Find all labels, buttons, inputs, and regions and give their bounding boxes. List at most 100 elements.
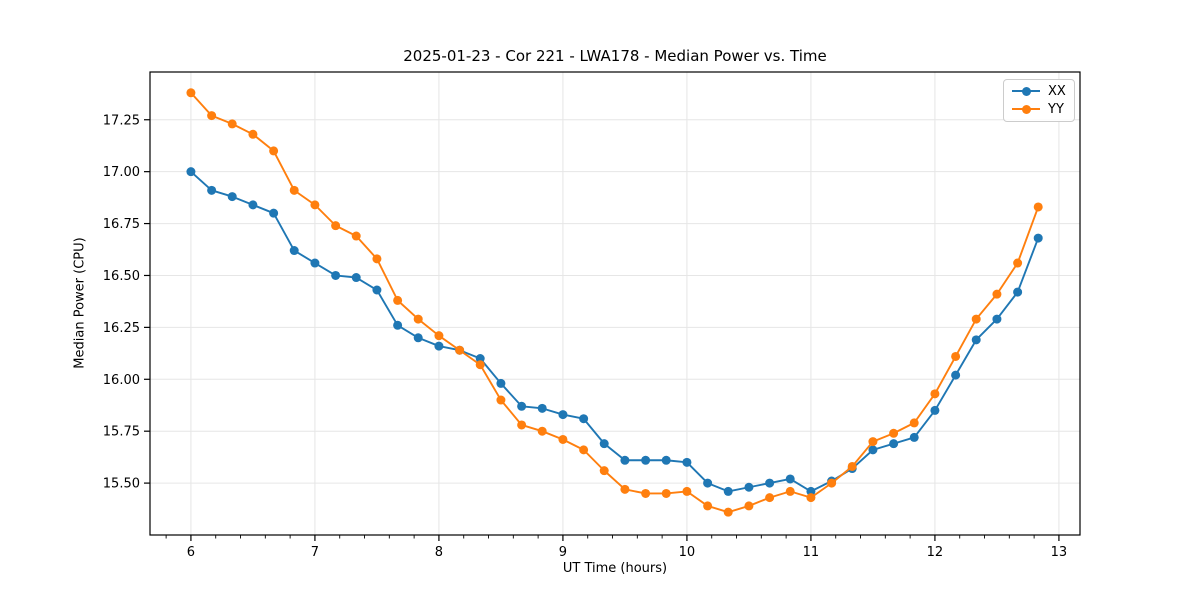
x-tick-label: 13 [1051,545,1068,560]
data-point-xx [269,208,279,218]
data-point-xx [475,354,485,364]
legend-entry-xx: XX [1012,85,1066,98]
data-point-yy [517,420,527,430]
data-point-yy [186,88,196,98]
data-point-xx [682,457,692,467]
data-point-xx [765,478,775,488]
data-point-yy [847,461,857,471]
data-point-yy [785,486,795,496]
data-point-xx [434,341,444,351]
y-axis-label: Median Power (CPU) [72,237,88,369]
legend: XX YY [1003,79,1075,122]
data-point-yy [661,488,671,498]
data-point-yy [1033,202,1043,212]
data-point-xx [661,455,671,465]
data-point-yy [703,501,713,511]
data-point-yy [765,493,775,503]
x-tick-label: 6 [187,545,195,560]
x-tick-label: 10 [679,545,696,560]
data-point-xx [227,192,237,202]
data-point-xx [744,482,754,492]
data-point-yy [723,507,733,517]
y-tick-label: 16.50 [103,269,140,284]
series-xx [186,167,1043,496]
data-point-xx [723,486,733,496]
data-point-xx [703,478,713,488]
data-point-yy [289,185,299,195]
data-point-yy [475,360,485,370]
data-point-xx [620,455,630,465]
data-point-yy [269,146,279,156]
data-point-xx [971,335,981,345]
data-point-yy [434,331,444,341]
data-point-yy [558,434,568,444]
data-point-xx [351,273,361,283]
data-point-yy [310,200,320,210]
legend-entry-yy: YY [1012,103,1066,116]
data-point-yy [641,488,651,498]
data-point-yy [372,254,382,264]
data-point-xx [889,439,899,449]
data-point-yy [227,119,237,129]
x-tick-label: 12 [927,545,944,560]
data-point-yy [537,426,547,436]
data-point-xx [207,185,217,195]
y-tick-label: 15.50 [103,477,140,492]
data-point-xx [413,333,423,343]
data-point-yy [930,389,940,399]
data-point-xx [806,486,816,496]
data-point-yy [455,345,465,355]
y-tick-label: 16.75 [103,217,140,232]
data-point-yy [413,314,423,324]
data-point-xx [289,246,299,256]
axes-frame [149,71,1081,536]
data-point-yy [1013,258,1023,268]
x-axis-label: UT Time (hours) [562,561,668,576]
data-point-yy [248,129,258,139]
x-tick-label: 7 [311,545,319,560]
x-axis-ticks: 6 7 8 9 10 11 12 13 [165,535,1068,560]
series-yy-line [190,92,1040,514]
data-point-xx [331,270,341,280]
data-point-yy [889,428,899,438]
data-point-xx [641,455,651,465]
data-point-xx [909,432,919,442]
data-point-xx [537,403,547,413]
data-point-xx [1013,287,1023,297]
y-tick-label: 15.75 [103,425,140,440]
x-tick-label: 8 [435,545,443,560]
data-point-xx [951,370,961,380]
data-point-yy [682,486,692,496]
series-yy [186,88,1043,517]
yy-series-swatch-icon [1012,105,1040,114]
legend-label-xx: XX [1048,84,1066,99]
data-point-yy [806,493,816,503]
data-point-yy [620,484,630,494]
data-point-yy [331,221,341,231]
x-tick-label: 9 [559,545,567,560]
data-point-yy [579,445,589,455]
data-point-xx [599,439,609,449]
data-point-xx [186,167,196,177]
data-point-xx [558,410,568,420]
data-point-xx [393,320,403,330]
series-xx-line [190,170,1040,493]
y-tick-label: 17.00 [103,165,140,180]
data-point-yy [351,231,361,241]
data-point-xx [310,258,320,268]
data-point-xx [248,200,258,210]
y-tick-label: 16.25 [103,321,140,336]
y-axis-ticks: 15.50 15.75 16.00 16.25 16.50 16.75 17.00 17.25 [103,113,150,492]
data-point-yy [744,501,754,511]
data-point-yy [971,314,981,324]
y-tick-label: 17.25 [103,113,140,128]
data-point-yy [868,437,878,447]
data-point-xx [1033,233,1043,243]
data-point-xx [992,314,1002,324]
data-point-yy [207,111,217,121]
chart-title: 2025-01-23 - Cor 221 - LWA178 - Median P… [403,47,827,65]
data-point-yy [496,395,506,405]
data-point-yy [599,466,609,476]
data-point-xx [930,405,940,415]
